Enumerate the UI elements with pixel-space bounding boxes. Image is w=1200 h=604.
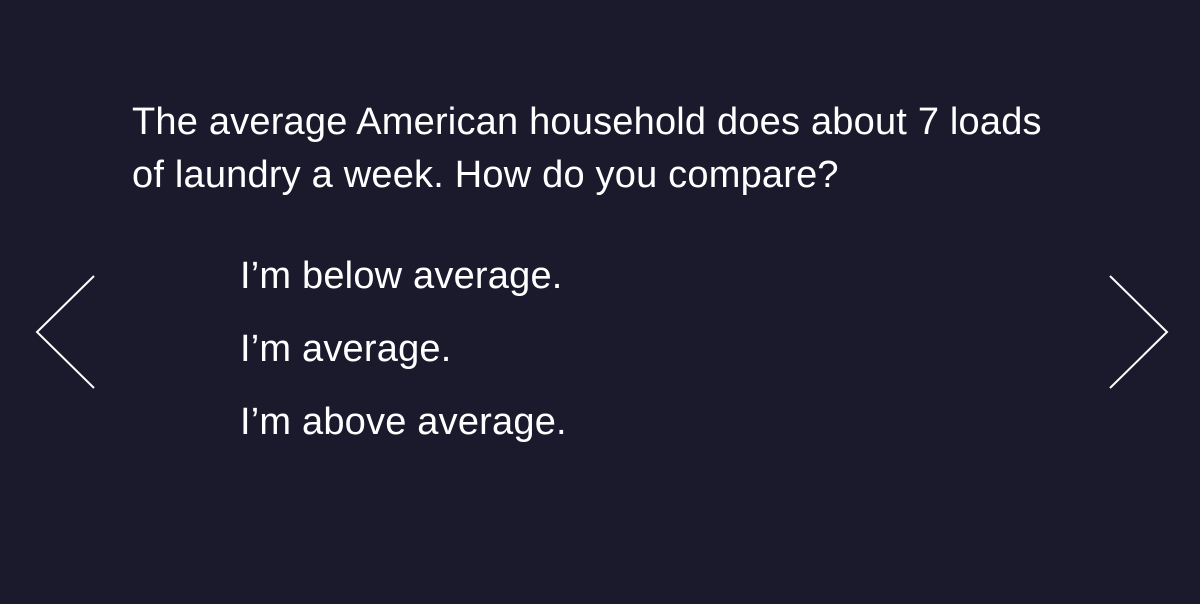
answer-options: I’m below average. I’m average. I’m abov… <box>240 252 567 471</box>
question-text: The average American household does abou… <box>132 101 1042 196</box>
next-button[interactable] <box>1108 274 1170 392</box>
previous-button[interactable] <box>34 274 96 392</box>
chevron-right-icon <box>1109 275 1169 389</box>
option-above-average[interactable]: I’m above average. <box>240 401 567 443</box>
option-below-average[interactable]: I’m below average. <box>240 255 563 297</box>
option-average[interactable]: I’m average. <box>240 328 452 370</box>
chevron-left-icon <box>35 275 95 389</box>
